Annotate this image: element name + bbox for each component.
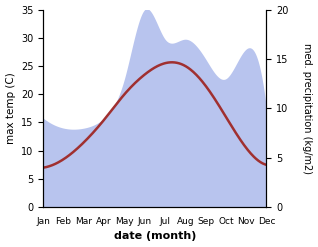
Y-axis label: max temp (C): max temp (C) — [5, 72, 16, 144]
Y-axis label: med. precipitation (kg/m2): med. precipitation (kg/m2) — [302, 43, 313, 174]
X-axis label: date (month): date (month) — [114, 231, 196, 242]
